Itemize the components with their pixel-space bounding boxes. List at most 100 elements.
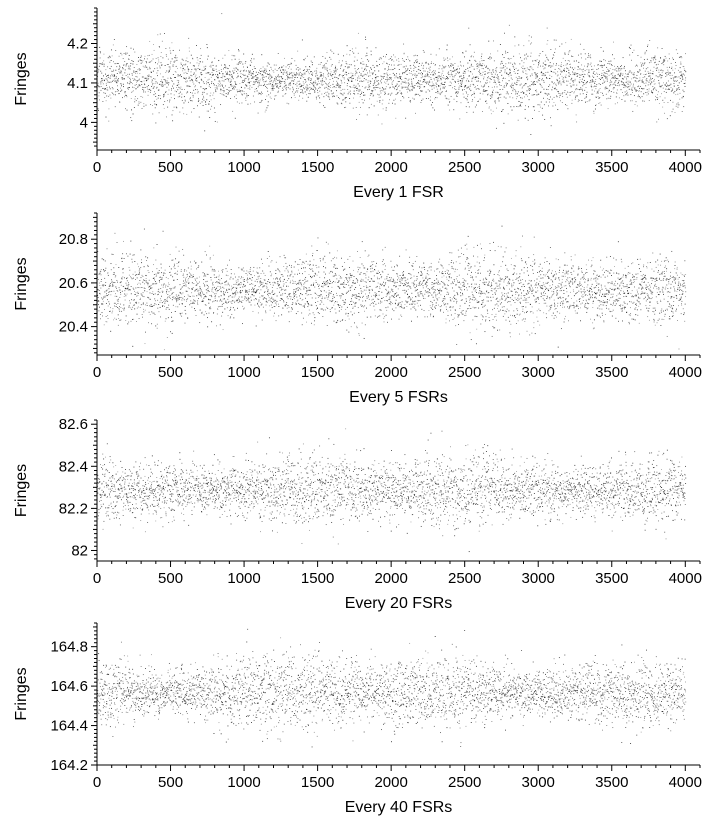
data-point [155, 96, 157, 97]
data-point [572, 71, 573, 73]
data-point [192, 58, 194, 60]
data-point [423, 70, 425, 72]
data-point [658, 71, 660, 73]
data-point [108, 108, 110, 110]
data-point [122, 268, 123, 270]
data-point [369, 75, 371, 77]
data-point [271, 68, 272, 70]
data-point [671, 111, 673, 113]
data-point [189, 86, 191, 87]
data-point [286, 73, 288, 75]
data-point [170, 77, 172, 79]
data-point [513, 62, 515, 64]
data-point [656, 66, 658, 68]
data-point [140, 259, 142, 261]
data-point [131, 74, 133, 76]
data-point [658, 82, 660, 84]
data-point [145, 104, 147, 106]
data-point [129, 65, 131, 67]
data-point [306, 89, 308, 91]
data-point [630, 83, 632, 85]
data-point [124, 72, 126, 74]
data-point [168, 296, 170, 298]
data-point [204, 285, 206, 287]
data-point [427, 89, 429, 91]
data-point [148, 89, 150, 91]
data-point [193, 283, 195, 285]
data-point [111, 70, 113, 72]
data-point [451, 82, 452, 84]
data-point [575, 60, 577, 62]
data-point [257, 93, 259, 95]
data-point [296, 77, 298, 78]
data-point [587, 63, 589, 65]
data-point [217, 74, 219, 76]
data-point [330, 90, 332, 92]
data-point [214, 57, 216, 59]
data-point [374, 89, 376, 91]
data-point [523, 58, 525, 60]
data-point [205, 101, 207, 103]
data-point [384, 93, 386, 95]
data-point [225, 281, 227, 283]
data-point [214, 79, 216, 81]
data-point [228, 296, 230, 298]
data-point [213, 293, 215, 295]
data-point [108, 294, 110, 296]
data-point [131, 109, 133, 111]
data-point [293, 72, 295, 74]
data-point [335, 68, 337, 70]
data-point [639, 97, 641, 99]
data-point [99, 285, 101, 286]
data-point [289, 72, 291, 74]
data-point [406, 74, 408, 75]
data-point [499, 67, 501, 69]
data-point [211, 61, 213, 63]
data-point [413, 55, 415, 57]
data-point [214, 297, 216, 299]
data-point [346, 83, 348, 84]
data-point [633, 73, 635, 75]
data-point [171, 80, 173, 82]
data-point [146, 77, 148, 79]
data-point [136, 64, 138, 66]
data-point [151, 60, 153, 62]
data-point [192, 302, 194, 304]
data-point [100, 279, 102, 281]
data-point [439, 75, 440, 77]
data-point [217, 73, 218, 75]
data-point [141, 314, 143, 315]
data-point [362, 76, 363, 78]
data-point [479, 72, 481, 74]
data-point [514, 45, 516, 47]
data-point [676, 88, 678, 90]
data-point [187, 279, 189, 281]
data-point [279, 83, 281, 85]
data-point [170, 93, 172, 95]
data-point [140, 277, 142, 279]
data-point [112, 310, 114, 312]
data-point [452, 78, 454, 80]
data-point [298, 72, 300, 74]
data-point [678, 56, 680, 58]
data-point [603, 59, 605, 61]
data-point [518, 53, 520, 55]
data-point [422, 67, 424, 69]
data-point [514, 72, 516, 74]
data-point [340, 93, 342, 95]
data-point [98, 310, 100, 312]
data-point [207, 55, 209, 57]
data-point [182, 248, 184, 250]
data-point [232, 85, 234, 87]
data-point [222, 73, 224, 75]
data-point [518, 80, 520, 82]
data-point [104, 309, 105, 310]
data-point [218, 276, 220, 278]
data-point [473, 93, 475, 95]
data-point [466, 97, 468, 99]
data-point [133, 87, 135, 89]
data-point [132, 90, 134, 92]
data-point [648, 100, 650, 102]
data-point [396, 93, 398, 95]
data-point [508, 57, 510, 59]
